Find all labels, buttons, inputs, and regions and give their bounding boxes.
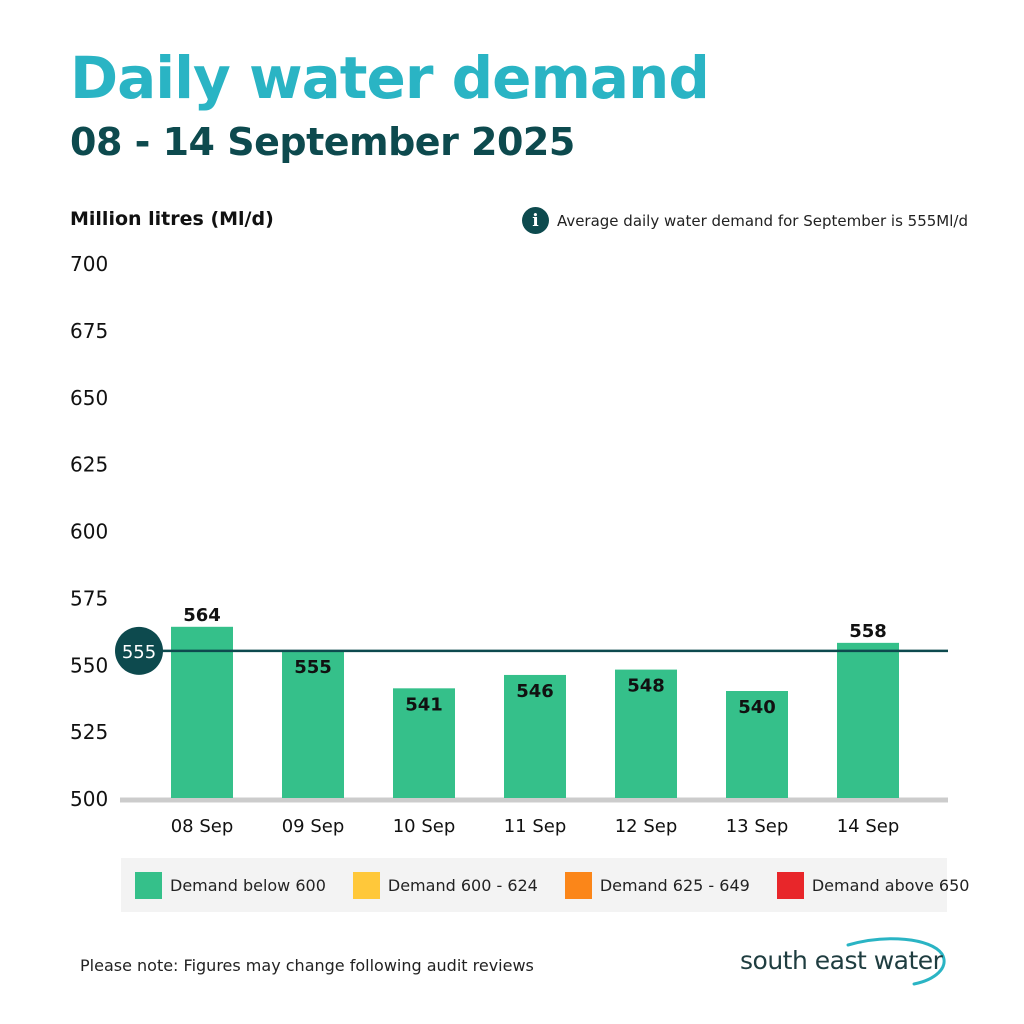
average-marker-circle	[115, 626, 163, 675]
legend-swatch-orange	[564, 871, 592, 899]
y-tick-label: 650	[70, 386, 108, 410]
legend-item-625-649: Demand 625 - 649	[564, 871, 750, 899]
legend-swatch-green	[135, 871, 162, 899]
bar-11-sep	[504, 674, 566, 798]
bar-value-label: 540	[738, 697, 776, 718]
y-tick-label: 525	[70, 720, 108, 744]
legend-item-600-624: Demand 600 - 624	[352, 871, 538, 899]
wave-swoosh-icon	[846, 937, 946, 986]
y-tick-label: 600	[70, 520, 108, 544]
south-east-water-logo: south east water	[736, 932, 956, 990]
bar-09-sep	[282, 650, 344, 798]
y-tick-label: 625	[70, 453, 108, 477]
x-tick-label: 08 Sep	[171, 816, 234, 837]
x-tick-label: 11 Sep	[504, 816, 567, 837]
x-tick-label: 09 Sep	[282, 816, 345, 837]
legend-item-above-650: Demand above 650	[776, 871, 970, 899]
average-marker-label: 555	[122, 642, 156, 663]
legend-swatch-yellow	[352, 871, 380, 899]
legend: Demand below 600 Demand 600 - 624 Demand…	[121, 858, 969, 912]
x-tick-label: 14 Sep	[837, 816, 900, 837]
x-tick-label: 10 Sep	[393, 816, 456, 837]
legend-label: Demand above 650	[811, 875, 970, 895]
bar-value-label: 541	[405, 694, 443, 715]
x-tick-label: 13 Sep	[726, 816, 789, 837]
logo-text: south east water	[740, 946, 943, 975]
bar-value-label: 548	[627, 676, 665, 697]
audit-disclaimer: Please note: Figures may change followin…	[80, 956, 534, 975]
date-range-subtitle: 08 - 14 September 2025	[70, 120, 575, 164]
y-tick-label: 700	[70, 252, 108, 276]
bar-12-sep	[615, 669, 677, 798]
bar-value-label: 558	[849, 621, 887, 642]
page-title: Daily water demand	[70, 44, 710, 112]
average-demand-text: Average daily water demand for September…	[556, 211, 968, 230]
legend-item-below-600: Demand below 600	[135, 871, 326, 899]
x-tick-label: 12 Sep	[615, 816, 678, 837]
bar-value-label: 546	[516, 681, 554, 702]
legend-label: Demand 625 - 649	[599, 875, 750, 895]
legend-label: Demand below 600	[170, 875, 326, 895]
bar-14-sep	[837, 642, 899, 798]
bar-value-label: 555	[294, 657, 332, 678]
info-icon: i	[521, 207, 549, 234]
bar-10-sep	[393, 688, 455, 798]
bar-13-sep	[726, 691, 788, 798]
y-tick-label: 575	[70, 586, 108, 610]
average-demand-note: i Average daily water demand for Septemb…	[521, 207, 968, 234]
y-tick-label: 550	[70, 653, 108, 677]
y-tick-label: 675	[70, 319, 108, 343]
y-tick-label: 500	[70, 787, 108, 811]
legend-swatch-red	[776, 871, 804, 899]
legend-label: Demand 600 - 624	[387, 875, 538, 895]
bar-08-sep	[171, 626, 233, 798]
y-axis-label: Million litres (Ml/d)	[70, 208, 274, 230]
bar-value-label: 564	[183, 605, 221, 626]
